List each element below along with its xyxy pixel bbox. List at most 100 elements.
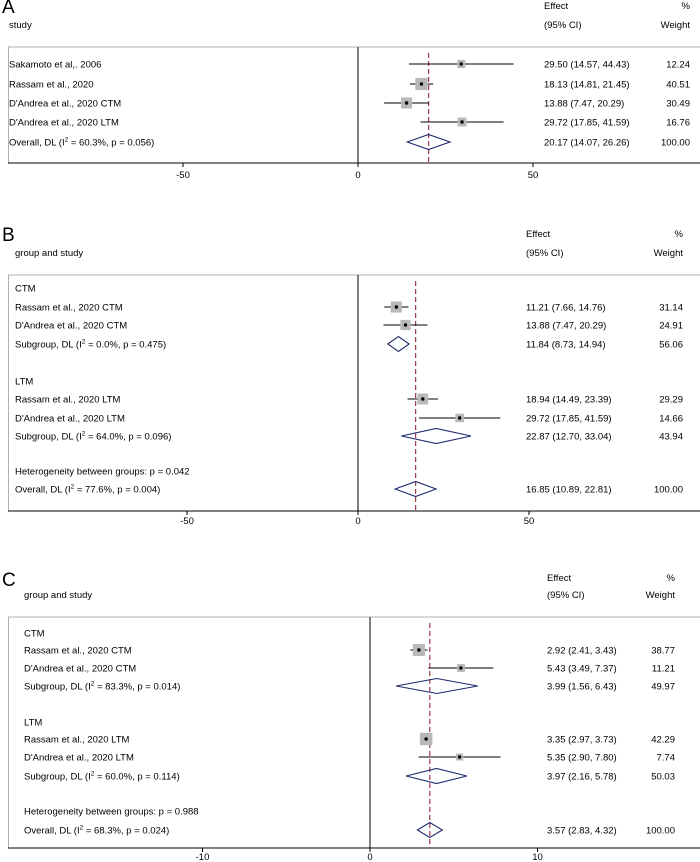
effect-ci-text: 3.97 (2.16, 5.78) — [547, 772, 617, 783]
subgroup-diamond — [386, 335, 411, 353]
panel-letter: B — [2, 225, 15, 246]
study-label: Rassam et al., 2020 LTM — [24, 735, 130, 746]
label-text: = 68.3%, p = 0.024) — [83, 826, 169, 837]
weight-text: 12.24 — [666, 60, 690, 71]
label-text: Overall, DL (I — [9, 138, 65, 149]
panel-letter: A — [2, 0, 15, 18]
effect-ci-text: 16.85 (10.89, 22.81) — [526, 485, 612, 496]
effect-ci-text: 29.72 (17.85, 41.59) — [544, 118, 630, 129]
group-label: LTM — [24, 718, 42, 729]
group-label: LTM — [15, 377, 33, 388]
effect-ci-text: 18.13 (14.81, 21.45) — [544, 80, 630, 91]
weight-text: 24.91 — [659, 321, 683, 332]
header-study: group and study — [15, 248, 83, 259]
weight-text: 100.00 — [654, 485, 683, 496]
study-label: Rassam et al., 2020 CTM — [15, 303, 123, 314]
effect-ci-text: 11.21 (7.66, 14.76) — [526, 303, 606, 314]
study-label: D'Andrea et al., 2020 LTM — [15, 414, 125, 425]
x-tick-label: 0 — [367, 852, 372, 862]
effect-ci-text: 3.35 (2.97, 3.73) — [547, 735, 617, 746]
header-effect: Effect — [544, 1, 568, 12]
study-label: Rassam et al., 2020 — [9, 80, 94, 91]
weight-text: 30.49 — [666, 99, 690, 110]
subgroup-label: Subgroup, DL (I2 = 83.3%, p = 0.014) — [24, 681, 180, 693]
label-text: = 77.6%, p = 0.004) — [74, 485, 160, 496]
label-text: Subgroup, DL (I — [24, 682, 91, 693]
header-weight: Weight — [654, 248, 684, 259]
weight-text: 38.77 — [651, 646, 675, 657]
header-percent: % — [675, 229, 684, 240]
point-estimate — [457, 755, 462, 759]
effect-ci-text: 5.43 (3.49, 7.37) — [547, 664, 617, 675]
point-estimate — [419, 82, 424, 86]
overall-label: Overall, DL (I2 = 77.6%, p = 0.004) — [15, 484, 160, 496]
study-label: D'Andrea et al., 2020 CTM — [15, 321, 127, 332]
header-effect: Effect — [547, 573, 571, 584]
study-label: Rassam et al., 2020 LTM — [15, 395, 121, 406]
point-estimate — [403, 323, 408, 327]
study-label: Rassam et al., 2020 CTM — [24, 646, 132, 657]
label-text: Overall, DL (I — [15, 485, 71, 496]
point-estimate — [457, 416, 462, 420]
overall-label: Overall, DL (I2 = 60.3%, p = 0.056) — [9, 137, 154, 149]
overall-diamond — [405, 133, 452, 151]
header-ci: (95% CI) — [547, 590, 584, 601]
x-tick-label: -50 — [180, 516, 194, 527]
x-tick-label: -10 — [196, 852, 210, 862]
header-percent: % — [667, 573, 676, 584]
label-text: Overall, DL (I — [24, 826, 80, 837]
overall-diamond — [393, 480, 438, 498]
point-estimate — [421, 397, 425, 401]
effect-ci-text: 5.35 (2.90, 7.80) — [547, 753, 617, 764]
x-tick-label: 0 — [355, 170, 360, 181]
weight-text: 16.76 — [666, 118, 690, 129]
label-superscript: 2 — [65, 137, 69, 144]
study-label: D'Andrea et al., 2020 LTM — [24, 753, 134, 764]
weight-text: 100.00 — [646, 826, 675, 837]
overall-label: Overall, DL (I2 = 68.3%, p = 0.024) — [24, 825, 169, 837]
label-text: = 0.0%, p = 0.475) — [85, 340, 166, 351]
weight-text: 56.06 — [659, 340, 683, 351]
label-text: = 64.0%, p = 0.096) — [85, 432, 171, 443]
weight-text: 11.21 — [652, 664, 675, 675]
effect-ci-text: 13.88 (7.47, 20.29) — [526, 321, 606, 332]
effect-ci-text: 13.88 (7.47, 20.29) — [544, 99, 624, 110]
weight-text: 50.03 — [651, 772, 675, 783]
effect-ci-text: 2.92 (2.41, 3.43) — [547, 646, 617, 657]
effect-ci-text: 11.84 (8.73, 14.94) — [526, 340, 606, 351]
weight-text: 29.29 — [659, 395, 683, 406]
point-estimate — [460, 120, 464, 124]
study-label: D'Andrea et al., 2020 CTM — [9, 99, 121, 110]
weight-text: 43.94 — [659, 432, 683, 443]
effect-ci-text: 3.99 (1.56, 6.43) — [547, 682, 617, 693]
heterogeneity-note: Heterogeneity between groups: p = 0.988 — [24, 807, 199, 818]
header-ci: (95% CI) — [544, 20, 581, 31]
label-text: = 60.0%, p = 0.114) — [94, 772, 179, 783]
header-effect: Effect — [526, 229, 550, 240]
label-text: Subgroup, DL (I — [15, 340, 82, 351]
effect-ci-text: 20.17 (14.07, 26.26) — [544, 138, 630, 149]
study-label: D'Andrea et al., 2020 CTM — [24, 664, 136, 675]
label-text: Subgroup, DL (I — [15, 432, 82, 443]
study-label: Sakamoto et al,. 2006 — [9, 60, 101, 71]
point-estimate — [404, 101, 409, 105]
header-weight: Weight — [646, 590, 676, 601]
header-percent: % — [682, 1, 691, 12]
label-text: = 60.3%, p = 0.056) — [68, 138, 154, 149]
group-label: CTM — [15, 284, 36, 295]
subgroup-diamond — [406, 767, 467, 785]
x-tick-label: 50 — [528, 170, 539, 181]
point-estimate — [417, 648, 421, 652]
heterogeneity-note: Heterogeneity between groups: p = 0.042 — [15, 467, 190, 478]
label-text: = 83.3%, p = 0.014) — [94, 682, 180, 693]
point-estimate — [459, 62, 463, 66]
label-superscript: 2 — [82, 431, 86, 438]
header-study: study — [9, 20, 32, 31]
point-estimate — [394, 305, 399, 309]
subgroup-label: Subgroup, DL (I2 = 64.0%, p = 0.096) — [15, 431, 171, 443]
label-superscript: 2 — [82, 339, 86, 346]
